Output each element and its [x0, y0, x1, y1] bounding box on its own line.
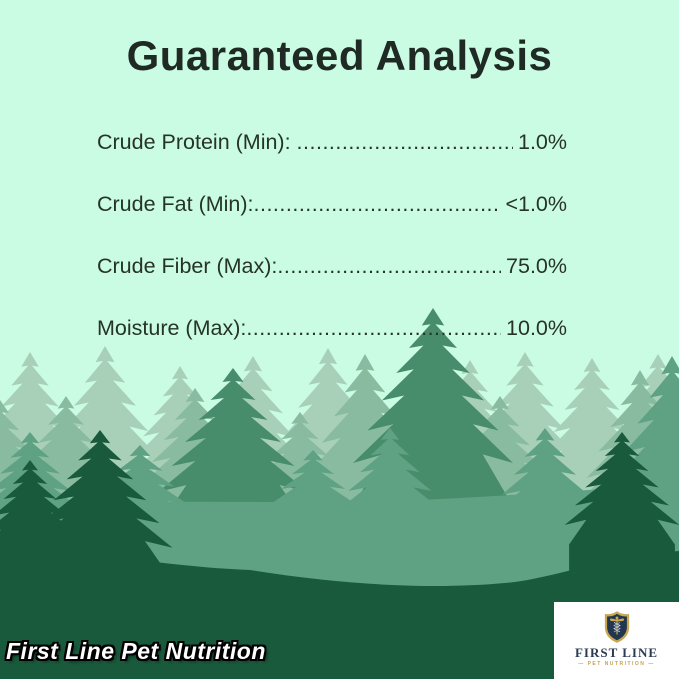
- brand-watermark: First Line Pet Nutrition: [6, 638, 266, 664]
- dark-ground: [0, 551, 679, 679]
- analysis-row-crude-protein: Crude Protein (Min): ...................…: [97, 130, 567, 155]
- dot-leader: ........................................…: [277, 254, 501, 278]
- analysis-value: 1.0%: [517, 130, 567, 154]
- analysis-label: Crude Fiber (Max):: [97, 254, 278, 278]
- dot-leader: ........................................…: [246, 316, 501, 340]
- analysis-label: Crude Fat (Min):: [97, 192, 254, 216]
- analysis-row-moisture: Moisture (Max): ........................…: [97, 316, 567, 341]
- analysis-row-crude-fat: Crude Fat (Min): .......................…: [97, 192, 567, 217]
- analysis-value: <1.0%: [505, 192, 567, 216]
- analysis-value: 75.0%: [506, 254, 567, 278]
- logo-card: FIRST LINE — PET NUTRITION —: [554, 602, 679, 679]
- analysis-row-crude-fiber: Crude Fiber (Max): .....................…: [97, 254, 567, 279]
- analysis-label: Crude Protein (Min):: [97, 130, 297, 154]
- forest-layer-dark: [0, 430, 679, 679]
- dot-leader: ........................................…: [253, 192, 501, 216]
- logo-tagline: — PET NUTRITION —: [578, 661, 655, 668]
- logo-name: FIRST LINE: [574, 645, 659, 660]
- analysis-value: 10.0%: [506, 316, 567, 340]
- page-title: Guaranteed Analysis: [126, 32, 553, 79]
- caduceus-shield-icon: [604, 611, 629, 643]
- analysis-label: Moisture (Max):: [97, 316, 247, 340]
- dot-leader: ........................................…: [296, 130, 513, 154]
